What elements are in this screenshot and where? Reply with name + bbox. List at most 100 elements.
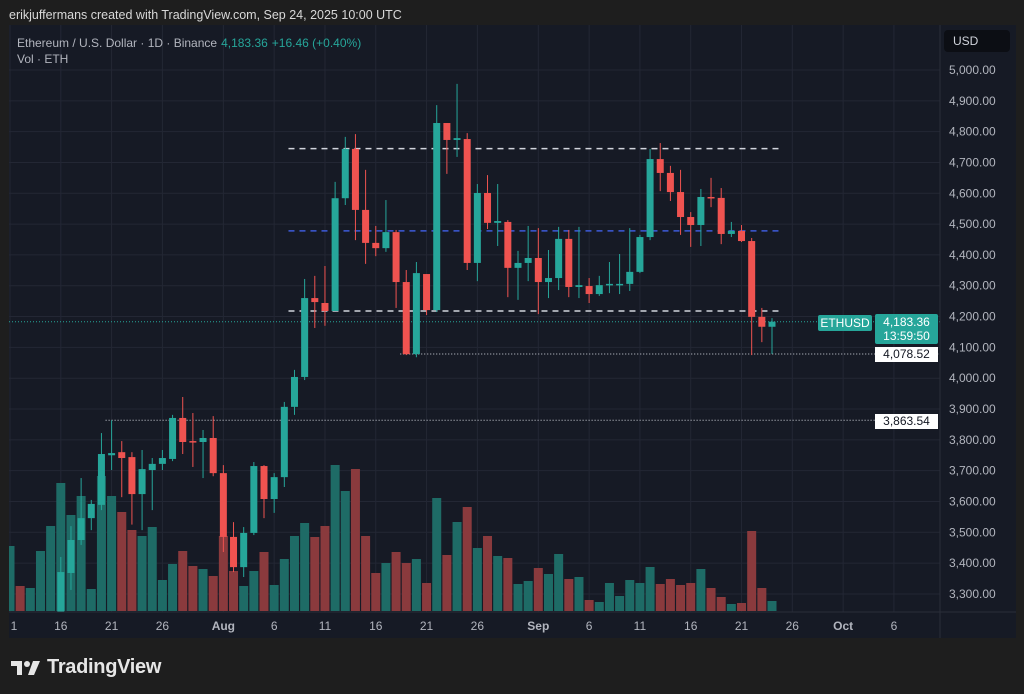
candle-body [97, 454, 105, 505]
candle-body [626, 271, 634, 284]
candle-body [687, 217, 695, 226]
volume-bar [157, 580, 167, 611]
volume-bar [229, 571, 239, 611]
candle-body [189, 441, 197, 443]
volume-bar [726, 604, 736, 611]
volume-bar [625, 580, 635, 611]
price-change: +16.46 (+0.40%) [271, 36, 362, 50]
candle-body [382, 232, 390, 249]
last-price-value: 4,183.36 [883, 315, 930, 329]
x-tick-label: 11 [319, 619, 332, 633]
candle-body [707, 196, 715, 199]
x-tick-label: 21 [735, 619, 749, 633]
volume-bar [615, 596, 625, 611]
y-tick-label: 5,000.00 [949, 63, 996, 77]
x-tick-label: 6 [891, 619, 898, 633]
x-tick-label: 21 [420, 619, 434, 633]
candle-body [555, 238, 563, 279]
candle-body [128, 457, 136, 495]
x-tick-label: Sep [527, 619, 549, 633]
volume-bar [483, 536, 493, 611]
candle-body [118, 452, 126, 459]
x-tick-label: 26 [471, 619, 485, 633]
volume-bar [422, 583, 432, 611]
volume-bar [472, 548, 482, 611]
candle-body [158, 458, 166, 464]
volume-bar [716, 597, 726, 611]
volume-bar [46, 526, 56, 611]
candle-body [494, 221, 502, 223]
candle-body [616, 283, 624, 286]
candle-body [250, 466, 258, 533]
candle-body [453, 138, 461, 140]
y-tick-label: 4,400.00 [949, 248, 996, 262]
volume-bar [533, 568, 543, 611]
x-tick-label: 26 [786, 619, 800, 633]
candle-body [636, 237, 644, 272]
bar-countdown: 13:59:50 [883, 329, 930, 343]
volume-bar [747, 531, 757, 611]
volume-bar [340, 491, 350, 611]
candle-body [392, 232, 400, 283]
volume-bar [35, 551, 45, 611]
candle-body [169, 417, 177, 459]
y-tick-label: 3,400.00 [949, 556, 996, 570]
volume-bar [584, 600, 594, 611]
volume-bar [676, 585, 686, 611]
volume-bar [96, 476, 106, 611]
candle-body [565, 238, 573, 287]
y-tick-label: 3,900.00 [949, 402, 996, 416]
candle-body [514, 262, 522, 268]
candle-body [504, 221, 512, 268]
candle-body [412, 273, 420, 355]
candle-body [666, 172, 674, 193]
symbol-title[interactable]: Ethereum / U.S. Dollar · 1D · Binance [17, 36, 218, 50]
volume-bar [188, 566, 198, 611]
x-tick-label: Aug [212, 619, 235, 633]
candle-body [605, 283, 613, 286]
last-price-tag: 4,183.36 13:59:50 [875, 314, 938, 344]
volume-bar [564, 579, 574, 611]
volume-bar [604, 583, 614, 611]
candle-body [148, 463, 156, 471]
y-tick-label: 4,000.00 [949, 371, 996, 385]
candle-body [738, 230, 746, 242]
volume-legend[interactable]: Vol · ETH [17, 52, 69, 66]
volume-bar [147, 527, 157, 611]
volume-bar [757, 588, 767, 611]
x-tick-label: 16 [54, 619, 68, 633]
tradingview-logo[interactable]: TradingView [11, 656, 161, 679]
candle-body [677, 192, 685, 218]
candle-body [748, 241, 756, 317]
volume-bar [706, 588, 716, 611]
candle-body [351, 148, 359, 210]
volume-bar [168, 564, 178, 611]
volume-bar [635, 583, 645, 611]
plot-area [9, 25, 940, 612]
volume-bar [686, 583, 696, 611]
chart-panel[interactable] [9, 25, 1016, 638]
y-tick-label: 4,100.00 [949, 340, 996, 354]
volume-bar [76, 496, 86, 611]
x-tick-label: 26 [156, 619, 170, 633]
volume-bar [594, 602, 604, 611]
level-tag-support: 3,863.54 [875, 414, 938, 429]
tradingview-logo-icon [11, 660, 40, 675]
candle-body [108, 453, 116, 456]
currency-button[interactable]: USD [944, 30, 1010, 52]
volume-bar [442, 555, 452, 611]
candle-body [484, 192, 492, 223]
volume-bar [411, 559, 421, 611]
x-tick-label: 11 [634, 619, 647, 633]
y-tick-label: 4,700.00 [949, 155, 996, 169]
candle-body [138, 469, 146, 495]
volume-bar [330, 465, 340, 611]
volume-bar [178, 551, 188, 611]
candle-body [534, 258, 542, 283]
volume-bar [554, 554, 564, 611]
volume-bar [249, 571, 259, 611]
volume-bar [86, 589, 96, 611]
volume-bar [523, 581, 533, 611]
volume-bar [645, 567, 655, 611]
